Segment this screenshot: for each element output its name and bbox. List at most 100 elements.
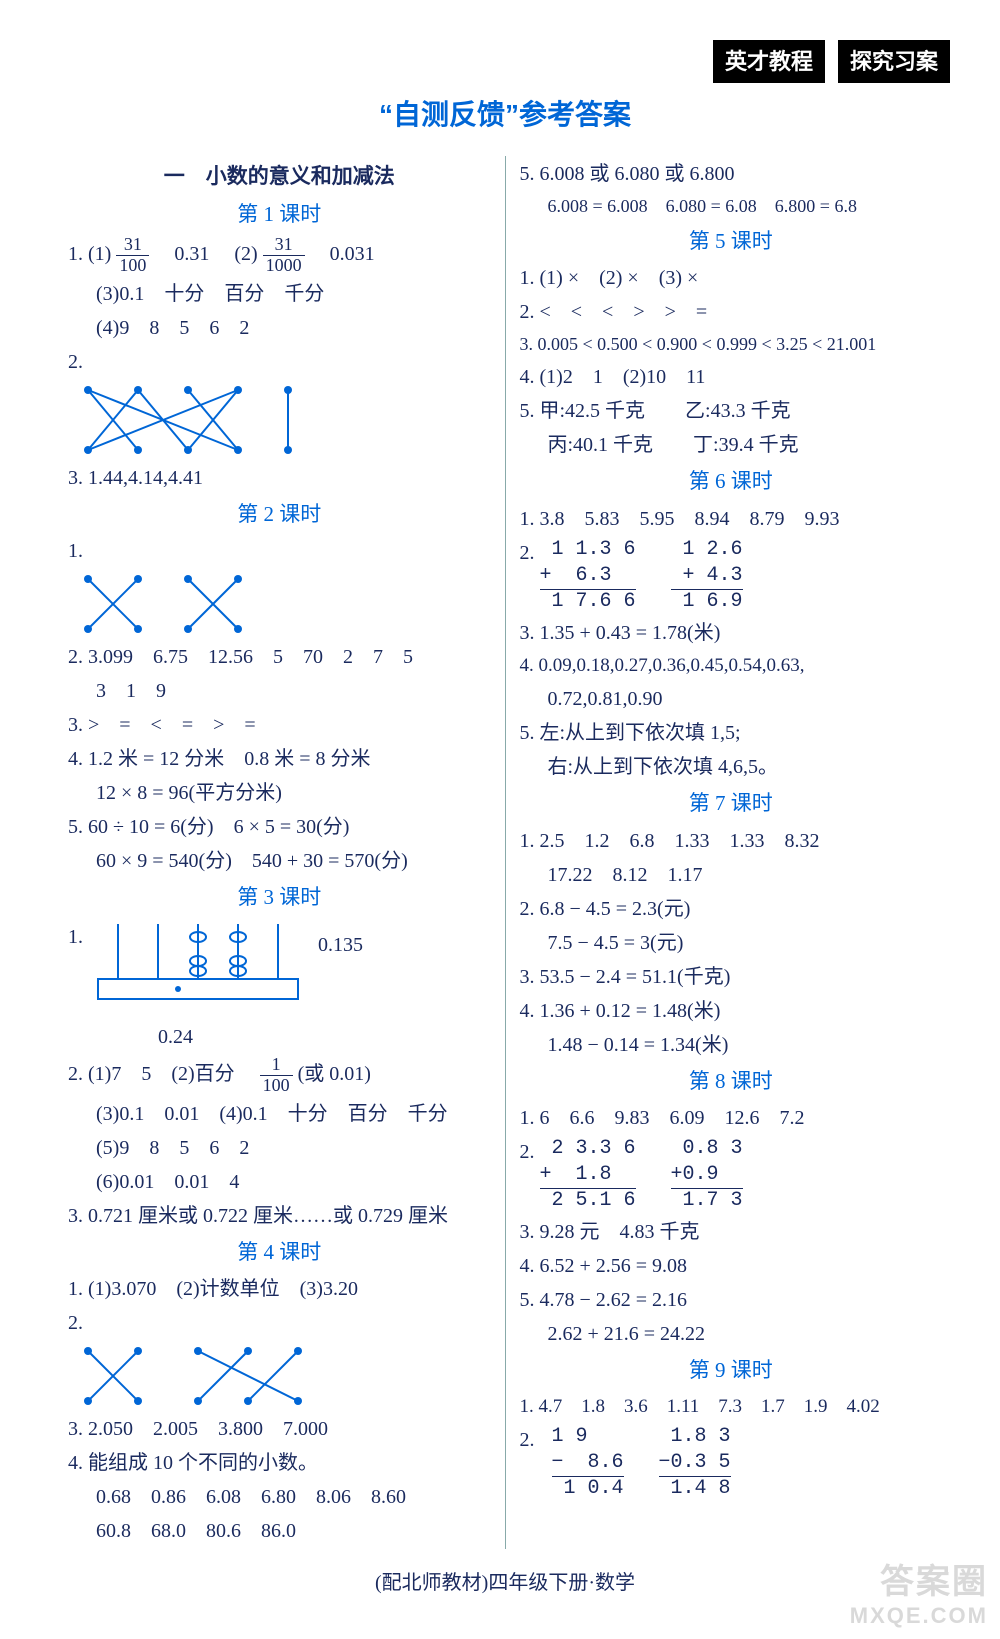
l5-q3: 3. 0.005 < 0.500 < 0.900 < 0.999 < 3.25 … <box>520 330 943 359</box>
section-heading: 一 小数的意义和加减法 <box>68 160 491 194</box>
vertical-calc: 1 9 − 8.6 1 0.4 <box>540 1424 624 1502</box>
vertical-calc: 1.8 3 −0.3 5 1.4 8 <box>659 1424 731 1502</box>
l7-q4a: 4. 1.36 + 0.12 = 1.48(米) <box>520 995 943 1027</box>
l6-q2: 2. 1 1.3 6 + 6.3 1 7.6 6 1 2.6 + 4.3 1 6… <box>520 537 943 615</box>
abacus-right-label: 0.135 <box>308 919 363 961</box>
left-column: 一 小数的意义和加减法 第 1 课时 1. (1) 31100 0.31 (2)… <box>60 156 506 1549</box>
l2-q2b: 3 1 9 <box>68 675 491 707</box>
matching-diagram-1 <box>68 380 328 460</box>
text: 2. (1)7 5 (2)百分 <box>68 1063 255 1085</box>
l6-q5a: 5. 左:从上到下依次填 1,5; <box>520 717 943 749</box>
vertical-calc: 1 1.3 6 + 6.3 1 7.6 6 <box>540 537 636 615</box>
text: 2. <box>520 1141 535 1163</box>
l3-q1-label: 1. <box>68 921 88 953</box>
l6-q4b: 0.72,0.81,0.90 <box>520 683 943 715</box>
l2-q1-label: 1. <box>68 535 491 567</box>
text: 1. <box>68 243 83 265</box>
l1-q2-label: 2. <box>68 346 491 378</box>
l3-q2b: (3)0.1 0.01 (4)0.1 十分 百分 千分 <box>68 1098 491 1130</box>
l3-q3: 3. 0.721 厘米或 0.722 厘米……或 0.729 厘米 <box>68 1200 491 1232</box>
l7-q2b: 7.5 − 4.5 = 3(元) <box>520 927 943 959</box>
l2-q5a: 5. 60 ÷ 10 = 6(分) 6 × 5 = 30(分) <box>68 811 491 843</box>
text: (2) <box>234 243 257 265</box>
watermark-line1: 答案圈 <box>850 1562 988 1603</box>
l8-q1: 1. 6 6.6 9.83 6.09 12.6 7.2 <box>520 1102 943 1134</box>
l5-q5b: 丙:40.1 千克 丁:39.4 千克 <box>520 429 943 461</box>
fraction: 31100 <box>116 235 149 276</box>
l7-q3: 3. 53.5 − 2.4 = 51.1(千克) <box>520 961 943 993</box>
lesson-5-title: 第 5 课时 <box>520 225 943 259</box>
page-footer: (配北师教材)四年级下册·数学 <box>60 1567 950 1599</box>
l7-q4b: 1.48 − 0.14 = 1.34(米) <box>520 1029 943 1061</box>
header-badges: 英才教程 探究习案 <box>60 40 950 83</box>
l9-q2: 2. 1 9 − 8.6 1 0.4 1.8 3 −0.3 5 1.4 8 <box>520 1424 943 1502</box>
watermark: 答案圈 MXQE.COM <box>850 1562 988 1629</box>
l1-q1-line3: (3)0.1 十分 百分 千分 <box>68 278 491 310</box>
l7-q2a: 2. 6.8 − 4.5 = 2.3(元) <box>520 893 943 925</box>
l1-q3: 3. 1.44,4.14,4.41 <box>68 462 491 494</box>
l4-q4a: 4. 能组成 10 个不同的小数。 <box>68 1447 491 1479</box>
lesson-9-title: 第 9 课时 <box>520 1354 943 1388</box>
l6-q1: 1. 3.8 5.83 5.95 8.94 8.79 9.93 <box>520 503 943 535</box>
l8-q2: 2. 2 3.3 6 + 1.8 2 5.1 6 0.8 3 +0.9 1.7 … <box>520 1136 943 1214</box>
l4-q1: 1. (1)3.070 (2)计数单位 (3)3.20 <box>68 1273 491 1305</box>
l2-q4b: 12 × 8 = 96(平方分米) <box>68 777 491 809</box>
l7-q1a: 1. 2.5 1.2 6.8 1.33 1.33 8.32 <box>520 825 943 857</box>
l4-q3: 3. 2.050 2.005 3.800 7.000 <box>68 1413 491 1445</box>
text: (或 0.01) <box>298 1063 371 1085</box>
l9-q1: 1. 4.7 1.8 3.6 1.11 7.3 1.7 1.9 4.02 <box>520 1392 943 1422</box>
lesson-3-title: 第 3 课时 <box>68 881 491 915</box>
l2-q2a: 2. 3.099 6.75 12.56 5 70 2 7 5 <box>68 641 491 673</box>
l8-q5b: 2.62 + 21.6 = 24.22 <box>520 1318 943 1350</box>
l4-q4b: 0.68 0.86 6.08 6.80 8.06 8.60 <box>68 1481 491 1513</box>
l4-q2-label: 2. <box>68 1307 491 1339</box>
abacus-diagram <box>88 919 308 1019</box>
l4-q4c: 60.8 68.0 80.6 86.0 <box>68 1515 491 1547</box>
l6-q3: 3. 1.35 + 0.43 = 1.78(米) <box>520 617 943 649</box>
page-title: “自测反馈”参考答案 <box>60 93 950 138</box>
lesson-7-title: 第 7 课时 <box>520 787 943 821</box>
l6-q5b: 右:从上到下依次填 4,6,5。 <box>520 751 943 783</box>
fraction: 311000 <box>263 235 305 276</box>
lesson-4-title: 第 4 课时 <box>68 1236 491 1270</box>
l3-q2a: 2. (1)7 5 (2)百分 1100 (或 0.01) <box>68 1055 491 1096</box>
matching-diagram-2 <box>68 569 268 639</box>
l2-q3: 3. > = < = > = <box>68 709 491 741</box>
r-pre-a: 5. 6.008 或 6.080 或 6.800 <box>520 158 943 190</box>
text: 0.31 <box>174 243 209 265</box>
text: (1) <box>88 243 111 265</box>
text: 2. <box>520 542 535 564</box>
lesson-2-title: 第 2 课时 <box>68 498 491 532</box>
l5-q5a: 5. 甲:42.5 千克 乙:43.3 千克 <box>520 395 943 427</box>
l5-q2: 2. < < < > > = <box>520 296 943 328</box>
text: 0.031 <box>330 243 375 265</box>
l8-q5a: 5. 4.78 − 2.62 = 2.16 <box>520 1284 943 1316</box>
right-column: 5. 6.008 或 6.080 或 6.800 6.008 = 6.008 6… <box>506 156 951 1549</box>
lesson-6-title: 第 6 课时 <box>520 465 943 499</box>
lesson-8-title: 第 8 课时 <box>520 1065 943 1099</box>
l7-q1b: 17.22 8.12 1.17 <box>520 859 943 891</box>
l3-q2d: (6)0.01 0.01 4 <box>68 1166 491 1198</box>
lesson-1-title: 第 1 课时 <box>68 198 491 232</box>
vertical-calc: 1 2.6 + 4.3 1 6.9 <box>671 537 743 615</box>
fraction: 1100 <box>260 1055 293 1096</box>
vertical-calc: 2 3.3 6 + 1.8 2 5.1 6 <box>540 1136 636 1214</box>
l6-q4a: 4. 0.09,0.18,0.27,0.36,0.45,0.54,0.63, <box>520 651 943 681</box>
badge-a: 英才教程 <box>713 40 825 83</box>
l5-q1: 1. (1) × (2) × (3) × <box>520 262 943 294</box>
r-pre-b: 6.008 = 6.008 6.080 = 6.08 6.800 = 6.8 <box>520 192 943 221</box>
l2-q4a: 4. 1.2 米 = 12 分米 0.8 米 = 8 分米 <box>68 743 491 775</box>
l8-q4: 4. 6.52 + 2.56 = 9.08 <box>520 1250 943 1282</box>
matching-diagram-3 <box>68 1341 308 1411</box>
vertical-calc: 0.8 3 +0.9 1.7 3 <box>671 1136 743 1214</box>
l1-q1-line4: (4)9 8 5 6 2 <box>68 312 491 344</box>
l3-q2c: (5)9 8 5 6 2 <box>68 1132 491 1164</box>
l1-q1-line1: 1. (1) 31100 0.31 (2) 311000 0.031 <box>68 235 491 276</box>
abacus-bottom-label: 0.24 <box>68 1021 491 1053</box>
badge-b: 探究习案 <box>838 40 950 83</box>
watermark-line2: MXQE.COM <box>850 1603 988 1629</box>
l8-q3: 3. 9.28 元 4.83 千克 <box>520 1216 943 1248</box>
l2-q5b: 60 × 9 = 540(分) 540 + 30 = 570(分) <box>68 845 491 877</box>
text: 2. <box>520 1429 535 1451</box>
l5-q4: 4. (1)2 1 (2)10 11 <box>520 361 943 393</box>
